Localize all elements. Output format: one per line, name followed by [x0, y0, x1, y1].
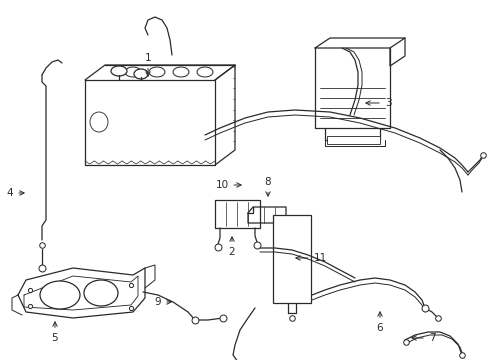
Text: 5: 5	[52, 322, 58, 343]
Ellipse shape	[84, 280, 118, 306]
Ellipse shape	[125, 67, 141, 77]
Ellipse shape	[90, 112, 108, 132]
Bar	[326, 136, 379, 144]
Text: 4: 4	[7, 188, 24, 198]
Ellipse shape	[197, 67, 213, 77]
Text: 7: 7	[411, 333, 434, 343]
Text: 9: 9	[154, 297, 171, 307]
Text: 11: 11	[295, 253, 326, 263]
Text: 10: 10	[215, 180, 241, 190]
Ellipse shape	[134, 69, 148, 79]
Ellipse shape	[40, 281, 80, 309]
Bar	[272, 215, 310, 303]
Ellipse shape	[173, 67, 189, 77]
Text: 6: 6	[376, 312, 383, 333]
Text: 8: 8	[264, 177, 271, 196]
Ellipse shape	[149, 67, 164, 77]
Ellipse shape	[111, 66, 127, 76]
Text: 1: 1	[144, 53, 151, 76]
Text: 3: 3	[365, 98, 390, 108]
Text: 2: 2	[228, 237, 235, 257]
